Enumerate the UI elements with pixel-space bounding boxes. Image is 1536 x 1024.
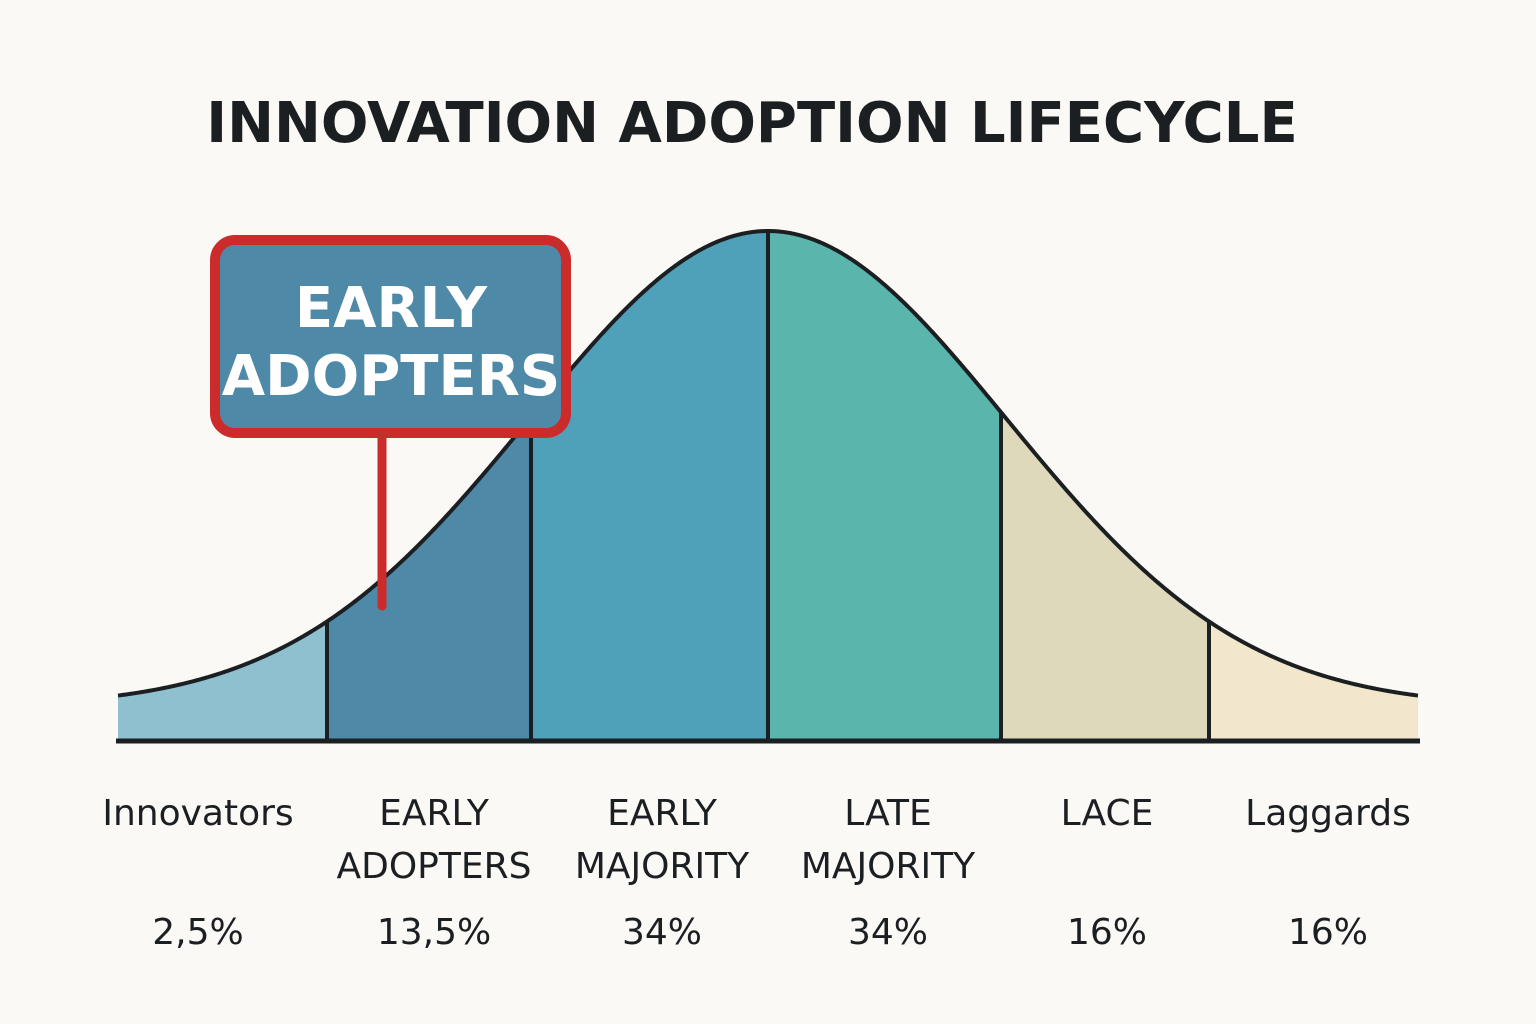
percentage-label-5: 16% (1067, 912, 1147, 953)
percentage-label-6: 16% (1288, 912, 1368, 953)
segment-area-6 (1209, 621, 1418, 740)
segment-area-5 (1001, 412, 1209, 740)
segment-area-3 (531, 231, 768, 740)
category-label-1: Innovators (102, 793, 293, 834)
callout-label: EARLY ADOPTERS (222, 276, 560, 409)
category-label-5: LACE (1061, 793, 1154, 834)
percentage-label-1: 2,5% (152, 912, 243, 953)
segment-dividers (325, 231, 1211, 740)
percentage-label-3: 34% (622, 912, 702, 953)
percentage-label-2: 13,5% (377, 912, 491, 953)
callout-box (210, 235, 571, 438)
segment-area-2 (327, 417, 531, 740)
segment-area-4 (768, 231, 1001, 740)
bell-curve-outline (117, 228, 1419, 698)
percentage-label-4: 34% (848, 912, 928, 953)
category-label-6: Laggards (1245, 793, 1411, 834)
curve-segments (118, 231, 1418, 740)
early-adopters-callout: EARLY ADOPTERS (210, 235, 571, 611)
category-labels: Innovators EARLY ADOPTERS EARLY MAJORITY LATE… (102, 793, 1411, 887)
category-label-4: LATE MAJORITY (801, 793, 976, 887)
category-label-3: EARLY MAJORITY (575, 793, 750, 887)
percentage-labels: 2,5% 13,5% 34% 34% 16% 16% (152, 912, 1368, 953)
category-label-2: EARLY ADOPTERS (337, 793, 532, 887)
chart-title: INNOVATION ADOPTION LIFECYCLE (206, 91, 1297, 156)
segment-area-1 (118, 621, 327, 740)
